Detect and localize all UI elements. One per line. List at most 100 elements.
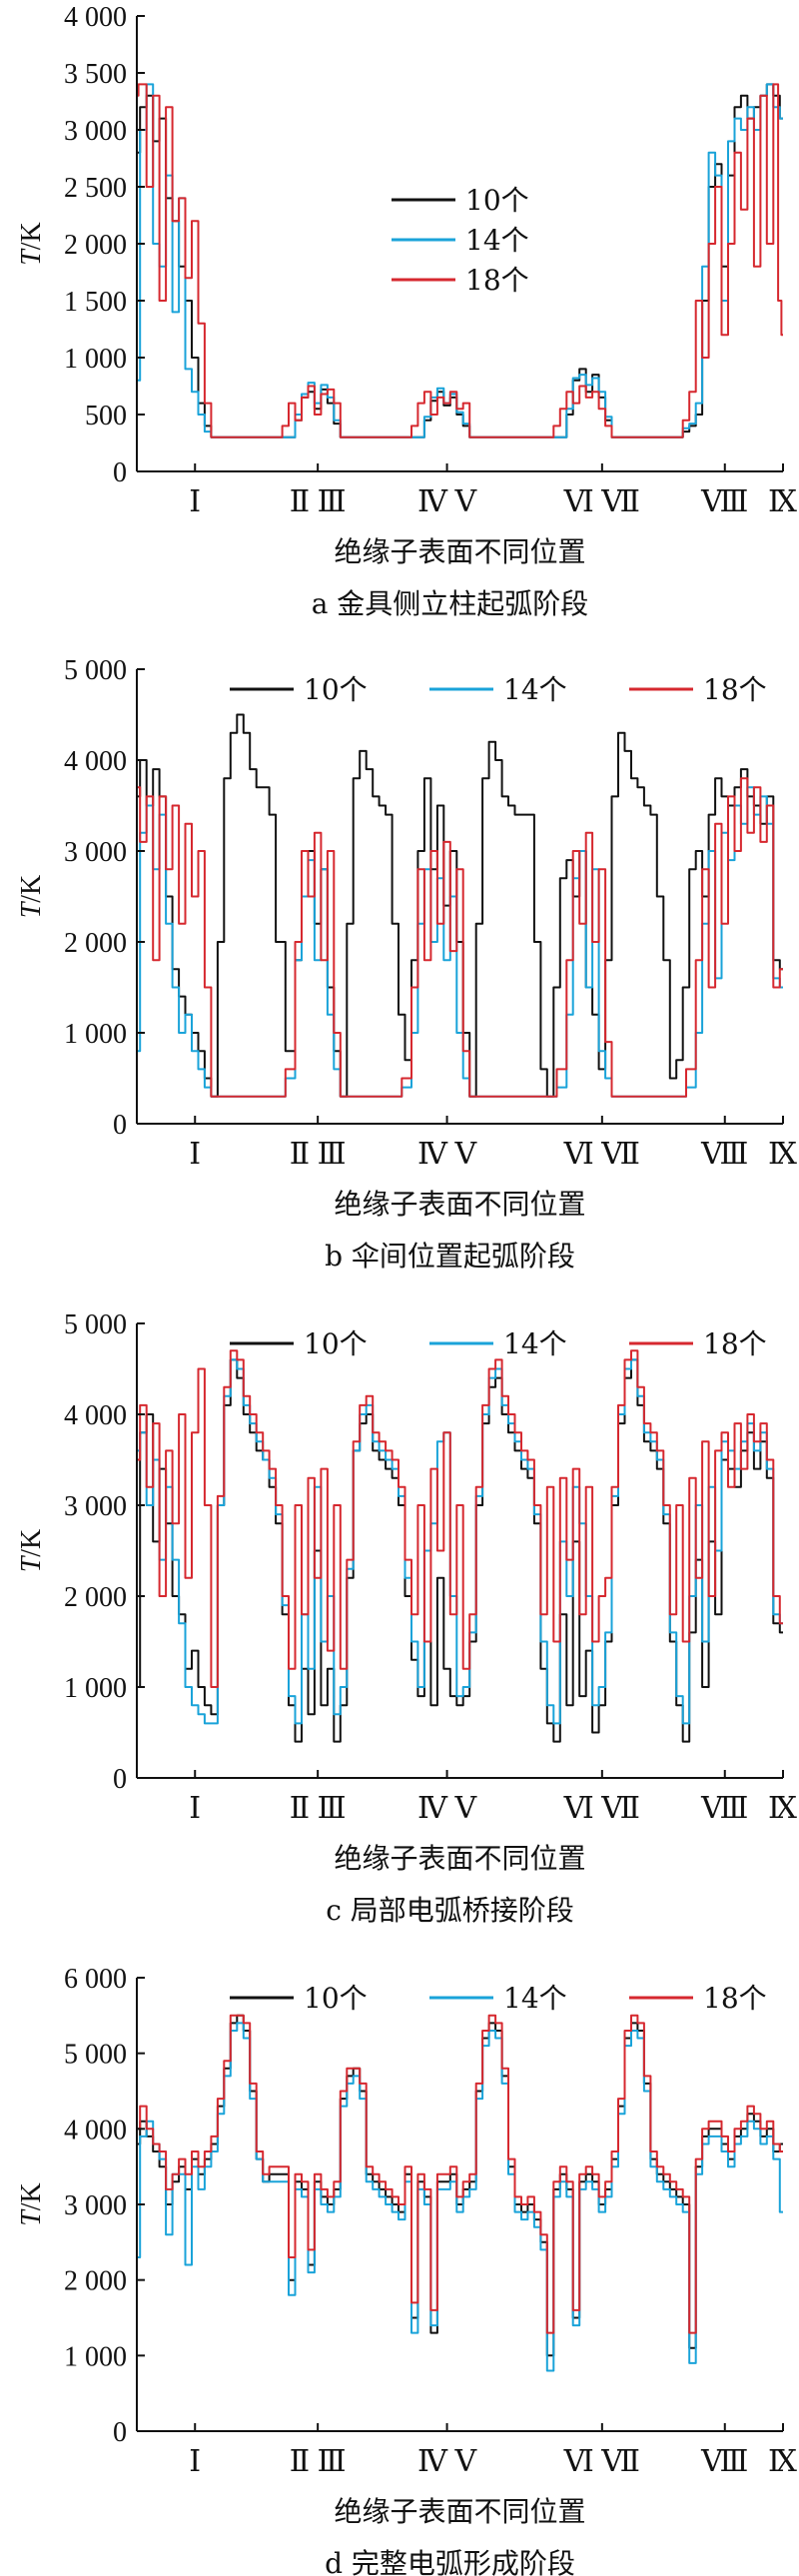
y-tick-label-4-3: 3 000 bbox=[64, 2190, 127, 2221]
y-axis-title-unit-1: /K bbox=[16, 222, 47, 250]
y-axis-title-unit-4: /K bbox=[16, 2182, 47, 2210]
y-tick-label-1-8: 4 000 bbox=[64, 2, 127, 33]
legend-label-3-2: 18个 bbox=[703, 1327, 767, 1360]
panel-caption-1: a 金具侧立柱起弧阶段 bbox=[312, 587, 589, 620]
x-tick-label-2-5: Ⅸ bbox=[768, 1138, 797, 1171]
x-tick-label-2-2: Ⅳ Ⅴ bbox=[417, 1138, 477, 1171]
y-tick-label-2-2: 2 000 bbox=[64, 928, 127, 959]
legend-label-2-0: 10个 bbox=[304, 673, 368, 706]
x-tick-label-4-1: Ⅱ Ⅲ bbox=[290, 2445, 347, 2478]
y-tick-label-1-5: 2 500 bbox=[64, 173, 127, 204]
chart-panel-2: 0 1 000 2 000 3 000 4 000 5 000 Ⅰ Ⅱ Ⅲ Ⅳ Ⅴ Ⅵ Ⅶ Ⅷ Ⅸ T/… bbox=[16, 655, 797, 1273]
y-tick-label-3-5: 5 000 bbox=[64, 1309, 127, 1340]
legend-label-2-1: 14个 bbox=[503, 673, 567, 706]
x-tick-label-1-5: Ⅸ bbox=[768, 485, 797, 518]
y-axis-title-2: T/K bbox=[16, 875, 47, 919]
x-tick-label-4-2: Ⅳ Ⅴ bbox=[417, 2445, 477, 2478]
y-tick-label-4-5: 5 000 bbox=[64, 2040, 127, 2071]
y-tick-label-1-3: 1 500 bbox=[64, 287, 127, 318]
chart-panel-1: 0 500 1 000 1 500 2 000 2 500 3 000 3 500 4 000 Ⅰ… bbox=[16, 2, 797, 620]
x-tick-label-2-1: Ⅱ Ⅲ bbox=[290, 1138, 347, 1171]
y-tick-label-1-1: 500 bbox=[85, 401, 127, 431]
panel-caption-4: d 完整电弧形成阶段 bbox=[325, 2547, 575, 2576]
x-tick-label-3-0: Ⅰ bbox=[189, 1792, 201, 1825]
series-line-1-18个 bbox=[137, 83, 783, 438]
series-line-2-18个 bbox=[137, 777, 783, 1098]
y-axis-title-4: T/K bbox=[16, 2182, 47, 2226]
x-tick-label-1-2: Ⅳ Ⅴ bbox=[417, 485, 477, 518]
y-tick-label-3-1: 1 000 bbox=[64, 1673, 127, 1704]
y-tick-label-4-2: 2 000 bbox=[64, 2266, 127, 2297]
y-axis-title-italic-2: T bbox=[16, 900, 47, 918]
y-axis-title-1: T/K bbox=[16, 222, 47, 266]
legend-label-3-0: 10个 bbox=[304, 1327, 368, 1360]
y-tick-label-1-6: 3 000 bbox=[64, 116, 127, 147]
x-tick-label-4-4: Ⅷ bbox=[700, 2445, 748, 2478]
x-tick-label-3-2: Ⅳ Ⅴ bbox=[417, 1792, 477, 1825]
x-tick-label-3-3: Ⅵ Ⅶ bbox=[563, 1792, 640, 1825]
x-tick-label-2-0: Ⅰ bbox=[189, 1138, 201, 1171]
series-line-3-10个 bbox=[137, 1358, 783, 1743]
series-line-3-14个 bbox=[137, 1358, 783, 1725]
x-tick-label-4-0: Ⅰ bbox=[189, 2445, 201, 2478]
legend-4: 10个 14个 18个 bbox=[230, 1982, 767, 2015]
y-axis-title-italic-1: T bbox=[16, 248, 47, 266]
chart-panel-4: 0 1 000 2 000 3 000 4 000 5 000 6 000 Ⅰ Ⅱ Ⅲ Ⅳ Ⅴ Ⅵ … bbox=[16, 1964, 797, 2576]
series-line-4-18个 bbox=[137, 2014, 783, 2334]
y-tick-label-3-2: 2 000 bbox=[64, 1582, 127, 1613]
y-axis-title-italic-4: T bbox=[16, 2208, 47, 2226]
legend-1: 10个 14个 18个 bbox=[392, 184, 529, 297]
legend-3: 10个 14个 18个 bbox=[230, 1327, 767, 1360]
panel-caption-2: b 伞间位置起弧阶段 bbox=[325, 1240, 575, 1273]
y-tick-label-2-0: 0 bbox=[113, 1110, 127, 1141]
x-tick-label-1-4: Ⅷ bbox=[700, 485, 748, 518]
legend-label-1-1: 14个 bbox=[465, 224, 529, 257]
y-tick-label-4-6: 6 000 bbox=[64, 1964, 127, 1995]
x-tick-label-1-1: Ⅱ Ⅲ bbox=[290, 485, 347, 518]
y-tick-label-2-4: 4 000 bbox=[64, 746, 127, 777]
x-tick-label-2-3: Ⅵ Ⅶ bbox=[563, 1138, 640, 1171]
x-tick-label-1-3: Ⅵ Ⅶ bbox=[563, 485, 640, 518]
x-tick-label-2-4: Ⅷ bbox=[700, 1138, 748, 1171]
y-tick-label-3-0: 0 bbox=[113, 1764, 127, 1795]
y-tick-label-3-3: 3 000 bbox=[64, 1491, 127, 1522]
y-axis-title-unit-2: /K bbox=[16, 875, 47, 903]
legend-label-2-2: 18个 bbox=[703, 673, 767, 706]
legend-label-4-1: 14个 bbox=[503, 1982, 567, 2015]
x-tick-label-4-3: Ⅵ Ⅶ bbox=[563, 2445, 640, 2478]
y-tick-label-1-4: 2 000 bbox=[64, 230, 127, 261]
x-tick-label-4-5: Ⅸ bbox=[768, 2445, 797, 2478]
y-tick-label-2-3: 3 000 bbox=[64, 837, 127, 868]
y-axis-title-unit-3: /K bbox=[16, 1529, 47, 1557]
y-tick-label-2-1: 1 000 bbox=[64, 1019, 127, 1050]
x-axis-title-4: 绝缘子表面不同位置 bbox=[334, 2495, 585, 2528]
series-line-1-10个 bbox=[137, 83, 783, 438]
x-tick-label-1-0: Ⅰ bbox=[189, 485, 201, 518]
legend-label-1-2: 18个 bbox=[465, 264, 529, 297]
y-tick-label-1-2: 1 000 bbox=[64, 344, 127, 375]
y-tick-label-4-4: 4 000 bbox=[64, 2115, 127, 2146]
chart-panel-3: 0 1 000 2 000 3 000 4 000 5 000 Ⅰ Ⅱ Ⅲ Ⅳ Ⅴ Ⅵ Ⅶ Ⅷ Ⅸ T/… bbox=[16, 1309, 797, 1927]
legend-2: 10个 14个 18个 bbox=[230, 673, 767, 706]
legend-label-1-0: 10个 bbox=[465, 184, 529, 217]
legend-label-4-2: 18个 bbox=[703, 1982, 767, 2015]
x-tick-label-3-1: Ⅱ Ⅲ bbox=[290, 1792, 347, 1825]
y-tick-label-4-1: 1 000 bbox=[64, 2341, 127, 2372]
y-axis-title-italic-3: T bbox=[16, 1554, 47, 1572]
y-tick-label-1-0: 0 bbox=[113, 457, 127, 488]
x-axis-title-2: 绝缘子表面不同位置 bbox=[334, 1188, 585, 1221]
y-tick-label-2-5: 5 000 bbox=[64, 655, 127, 686]
series-line-2-10个 bbox=[137, 713, 783, 1098]
legend-label-4-0: 10个 bbox=[304, 1982, 368, 2015]
series-line-1-14个 bbox=[137, 83, 783, 438]
x-tick-label-3-5: Ⅸ bbox=[768, 1792, 797, 1825]
y-tick-label-3-4: 4 000 bbox=[64, 1400, 127, 1431]
x-axis-title-1: 绝缘子表面不同位置 bbox=[334, 535, 585, 568]
x-tick-label-3-4: Ⅷ bbox=[700, 1792, 748, 1825]
y-axis-title-3: T/K bbox=[16, 1529, 47, 1573]
legend-label-3-1: 14个 bbox=[503, 1327, 567, 1360]
x-axis-title-3: 绝缘子表面不同位置 bbox=[334, 1842, 585, 1875]
y-tick-label-4-0: 0 bbox=[113, 2417, 127, 2448]
series-line-4-10个 bbox=[137, 2014, 783, 2357]
